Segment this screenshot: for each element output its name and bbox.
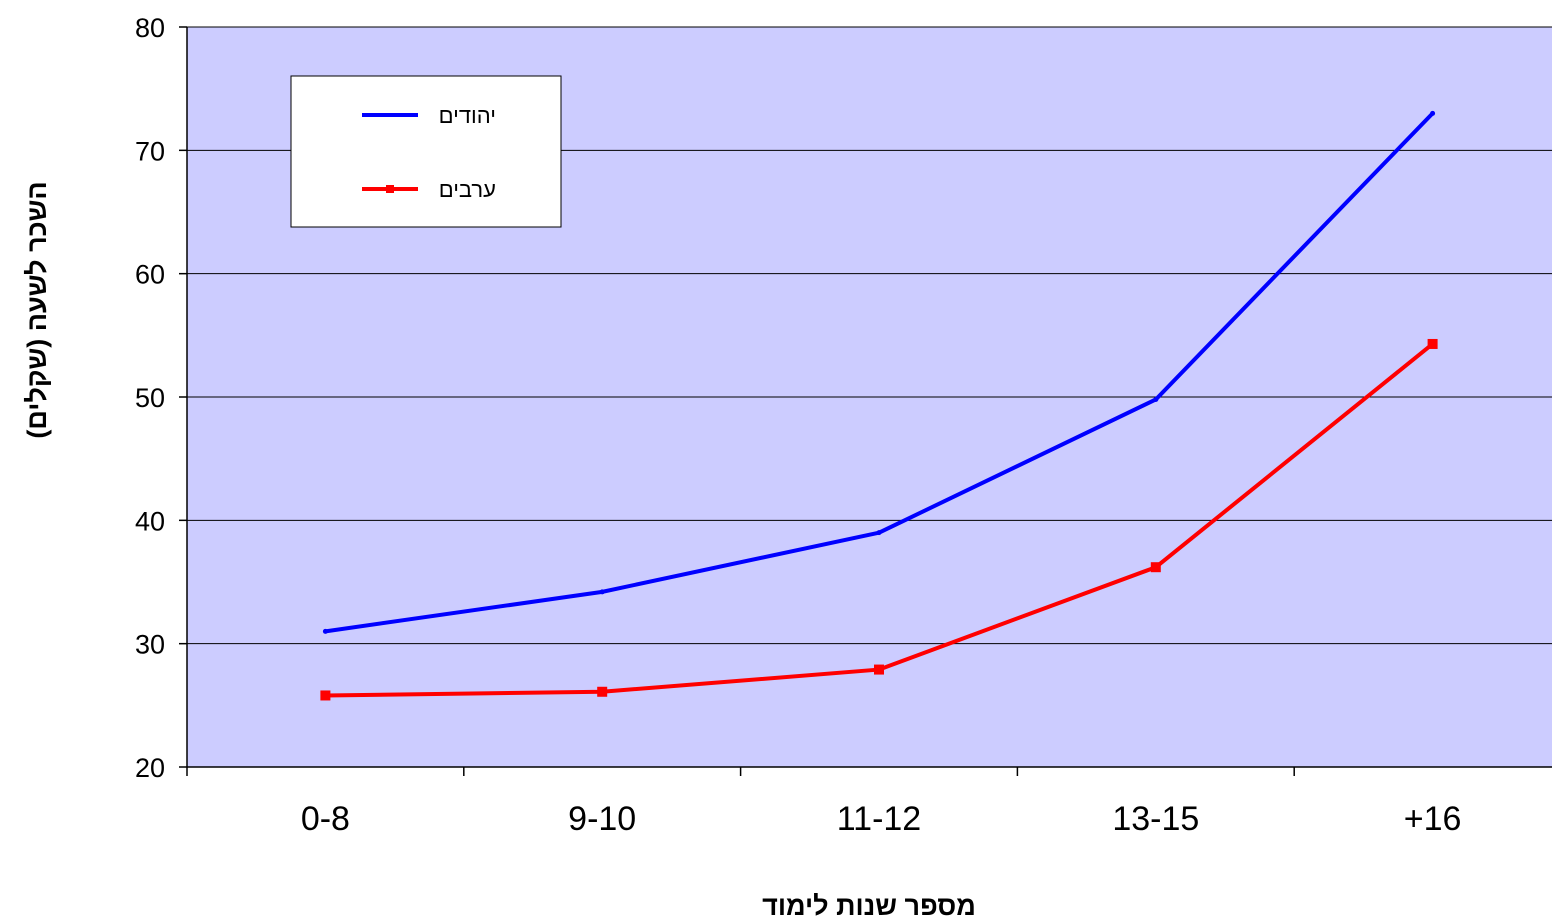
data-point bbox=[1153, 396, 1159, 402]
x-tick-label: +16 bbox=[1404, 800, 1462, 838]
data-point bbox=[320, 690, 331, 701]
y-tick-label: 60 bbox=[135, 260, 165, 290]
data-point bbox=[599, 589, 605, 595]
x-axis-title: מספר שנות לימוד bbox=[762, 891, 976, 921]
y-axis-title: השכר לשעה (שקלים) bbox=[22, 181, 52, 438]
x-tick-label: 0-8 bbox=[301, 800, 350, 838]
data-point bbox=[1430, 110, 1436, 116]
y-tick-label: 20 bbox=[135, 753, 165, 783]
x-tick-label: 11-12 bbox=[837, 800, 921, 838]
legend-label-jews: יהודים bbox=[439, 103, 496, 128]
legend-label-arabs: ערבים bbox=[439, 177, 496, 202]
legend-marker-arabs bbox=[386, 185, 394, 193]
y-axis-ticks: 20 30 40 50 60 70 80 bbox=[135, 13, 187, 783]
series-layer bbox=[320, 110, 1438, 701]
y-tick-label: 50 bbox=[135, 383, 165, 413]
data-point bbox=[322, 628, 328, 634]
y-tick-label: 30 bbox=[135, 630, 165, 660]
data-point bbox=[876, 530, 882, 536]
data-point bbox=[1427, 338, 1438, 349]
data-point bbox=[597, 686, 608, 697]
x-tick-label: 9-10 bbox=[568, 800, 636, 838]
data-point bbox=[874, 664, 884, 675]
gridlines bbox=[187, 26, 1552, 645]
data-point bbox=[1150, 562, 1161, 573]
y-tick-label: 70 bbox=[135, 136, 165, 166]
y-tick-label: 80 bbox=[135, 13, 165, 43]
legend-box bbox=[290, 75, 562, 228]
y-tick-label: 40 bbox=[135, 506, 165, 536]
legend: יהודים ערבים bbox=[290, 75, 562, 228]
x-axis-ticks: 0-8 9-10 11-12 13-15 +16 bbox=[186, 767, 1462, 838]
x-tick-label: 13-15 bbox=[1112, 800, 1199, 838]
